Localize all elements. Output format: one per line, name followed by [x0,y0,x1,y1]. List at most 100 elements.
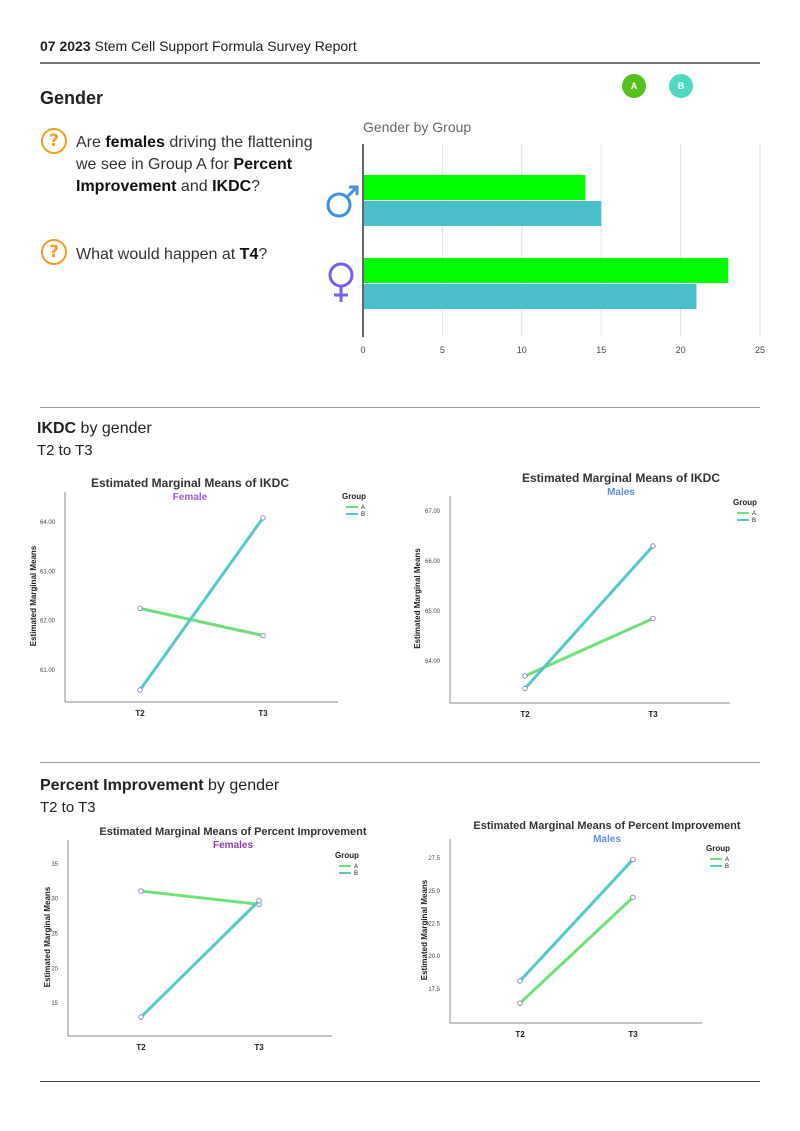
y-tick-label: 17.5 [428,987,440,993]
series-line-b [523,544,655,690]
data-point-b-t3 [650,543,656,549]
legend-label-a: A [361,505,365,511]
section-divider [40,407,760,408]
y-tick-label: 64.00 [425,659,441,665]
x-tick-label: 25 [755,345,765,355]
legend-label-b: B [361,512,365,518]
series-line-a [139,889,261,906]
ikdc-female-chart: Estimated Marginal Means of IKDC Female Es… [29,476,366,718]
pi-males-chart: Estimated Marginal Means of Percent Impr… [420,820,741,1039]
pi-section-subtitle: T2 to T3 [40,799,96,816]
y-tick-label: 30 [51,897,58,903]
report-title: Stem Cell Support Formula Survey Report [94,38,357,54]
data-point-b-t2 [137,687,143,693]
chart-subtitle: Males [607,487,635,498]
legend-label-b: B [354,871,358,877]
y-axis-label: Estimated Marginal Means [413,548,422,649]
y-axis-label: Estimated Marginal Means [420,879,429,980]
bar-a-male [364,175,586,200]
legend-badge-a: A [622,74,646,98]
legend-title: Group [342,492,366,501]
legend-title: Group [733,498,757,507]
ikdc-section-subtitle: T2 to T3 [37,442,93,459]
y-tick-label: 61.00 [40,668,56,674]
gender-by-group-chart: Gender by Group 0 5 10 15 20 25 [326,119,765,355]
pi-females-chart: Estimated Marginal Means of Percent Impr… [43,826,367,1052]
data-point-a-t2 [138,888,144,894]
y-tick-label: 35 [51,862,58,868]
legend-label-b: B [725,864,729,870]
ikdc-section-title: IKDC by gender [37,420,152,437]
x-tick-label: T2 [135,709,145,718]
data-point-b-t2 [517,978,523,984]
y-tick-label: 25 [51,932,58,938]
y-tick-label: 22.5 [428,921,440,927]
legend-title: Group [335,851,359,860]
legend-label-b: B [752,518,756,524]
y-tick-label: 25.0 [428,889,440,895]
legend-label-a: A [354,864,358,870]
bar-a-female [364,258,729,283]
chart-subtitle: Males [593,834,621,845]
y-tick-label: 63.00 [40,569,56,575]
chart-title: Estimated Marginal Means of Percent Impr… [99,826,366,838]
chart-title: Estimated Marginal Means of IKDC [522,471,720,485]
data-point-b-t3 [256,898,262,904]
question-circle-icon: ? [41,128,67,154]
bar-b-female [364,284,697,309]
chart-title: Gender by Group [363,119,471,135]
series-line-a [138,606,265,638]
gender-heading: Gender [40,88,104,108]
x-tick-label: 0 [360,345,365,355]
x-tick-label: 20 [676,345,686,355]
pi-section-title: Percent Improvement by gender [40,777,280,794]
section-divider [40,762,760,763]
data-point-a-t2 [517,1000,523,1006]
y-tick-label: 15 [51,1001,58,1007]
female-symbol-icon [328,262,354,302]
x-tick-label: 5 [440,345,445,355]
chart-subtitle: Females [213,840,253,851]
legend-label-a: A [752,511,756,517]
legend-title: Group [706,844,730,853]
male-symbol-icon [326,185,359,218]
y-tick-label: 65.00 [425,609,441,615]
y-tick-label: 64.00 [40,520,56,526]
x-tick-label: T2 [520,710,530,719]
data-point-b-t2 [522,685,528,692]
question-circle-icon: ? [41,239,67,265]
legend-label-a: A [725,857,729,863]
legend-badge-b: B [669,74,693,98]
header-divider [40,62,760,64]
y-tick-label: 20 [51,966,58,972]
question-t4: What would happen at T4? [76,246,268,263]
series-line-a [518,895,635,1005]
y-axis-label: Estimated Marginal Means [29,545,38,646]
x-tick-label: 10 [517,345,527,355]
data-point-a-t2 [137,605,143,612]
y-tick-label: 62.00 [40,619,56,625]
y-tick-label: 67.00 [425,509,441,515]
data-point-a-t3 [260,632,266,639]
chart-title: Estimated Marginal Means of IKDC [91,476,289,490]
chart-subtitle: Female [173,492,208,503]
y-tick-label: 20.0 [428,954,440,960]
report-header: 07 2023 Stem Cell Support Formula Survey… [40,38,357,54]
x-tick-label: T3 [648,710,658,719]
data-point-a-t3 [650,615,656,622]
data-point-b-t2 [138,1014,144,1020]
x-tick-label: T2 [515,1030,525,1039]
y-axis-label: Estimated Marginal Means [43,886,52,987]
data-point-a-t2 [522,673,528,679]
y-tick-label: 27.5 [428,856,440,862]
bar-b-male [364,201,602,226]
ikdc-males-chart: Estimated Marginal Means of IKDC Males Est… [413,471,757,719]
y-tick-label: 66.00 [425,559,441,565]
x-tick-label: T3 [258,709,268,718]
data-point-b-t3 [260,515,266,521]
x-tick-label: 15 [596,345,606,355]
x-tick-label: T3 [254,1043,264,1052]
data-point-b-t3 [630,856,636,863]
chart-title: Estimated Marginal Means of Percent Impr… [473,820,740,832]
question-females: Are females driving the flattening we se… [76,134,313,195]
